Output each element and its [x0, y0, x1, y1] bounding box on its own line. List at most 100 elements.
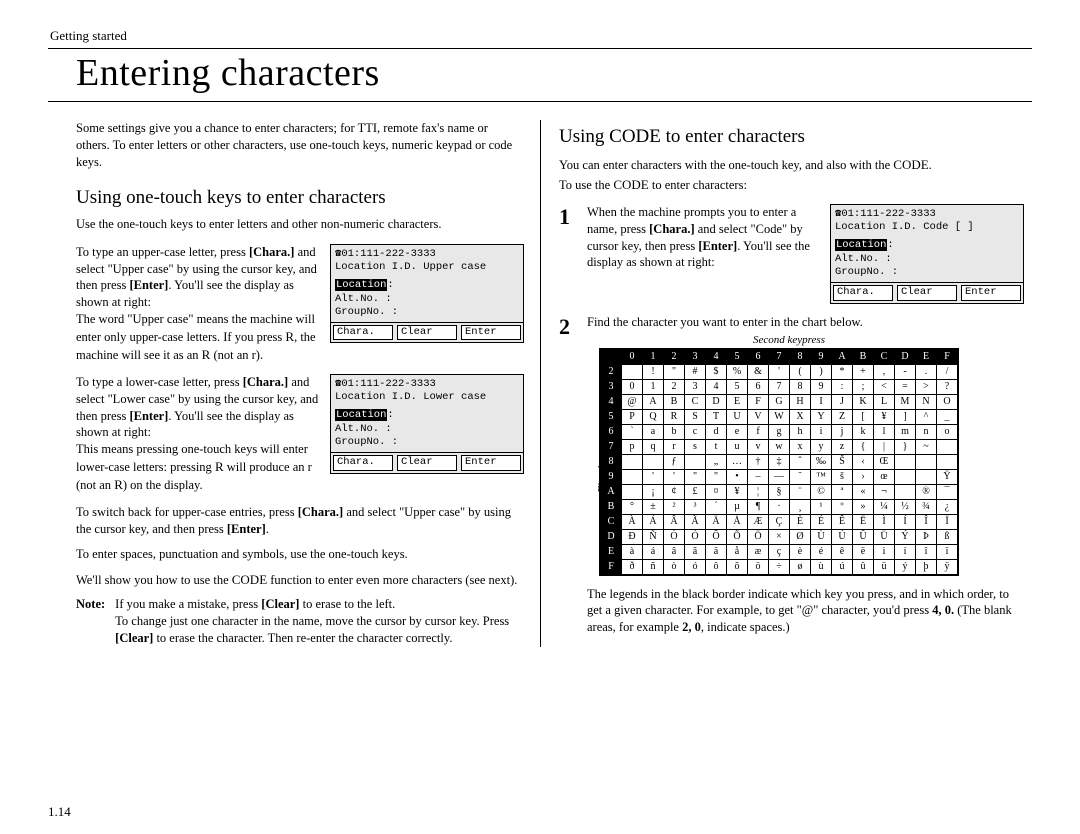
- code-cell: ¡: [643, 484, 664, 499]
- rs2a: To use the: [559, 178, 613, 192]
- code-cell: ª: [832, 484, 853, 499]
- lcd-l-l5: Alt.No. :: [335, 423, 519, 437]
- code-cell: å: [727, 544, 748, 559]
- code-cell: ¦: [748, 484, 769, 499]
- chara-b: [Chara.]: [249, 245, 294, 259]
- code-cell: †: [748, 454, 769, 469]
- lcd-l-l2: Location I.D. Lower case: [335, 391, 519, 405]
- row-upper: To type an upper-case letter, press [Cha…: [76, 244, 524, 364]
- note: Note: If you make a mistake, press [Clea…: [76, 596, 524, 647]
- code-cell: k: [853, 424, 874, 439]
- note-label: Note:: [76, 596, 105, 647]
- left-heading: Using one-touch keys to enter characters: [76, 187, 524, 209]
- code-cell: -: [895, 364, 916, 379]
- code-cell: [937, 439, 959, 454]
- lcd-c-l2: Location I.D. Code [ ]: [835, 221, 1019, 235]
- row-header: 5: [600, 409, 622, 424]
- lcd-btn-clear2[interactable]: Clear: [397, 455, 457, 471]
- code-cell: ø: [790, 559, 811, 575]
- lcd-btn-chara3[interactable]: Chara.: [833, 285, 893, 301]
- code-cell: {: [853, 439, 874, 454]
- code-cell: ë: [853, 544, 874, 559]
- code-cell: ‡: [769, 454, 790, 469]
- code-cell: z: [832, 439, 853, 454]
- code-cell: &: [748, 364, 769, 379]
- step1-text: When the machine prompts you to enter a …: [587, 204, 822, 304]
- code-cell: ¿: [937, 499, 959, 514]
- code-cell: ·: [769, 499, 790, 514]
- lcd-btn-clear3[interactable]: Clear: [897, 285, 957, 301]
- code-cell: Á: [643, 514, 664, 529]
- code-cell: ?: [937, 379, 959, 394]
- code-cell: 7: [769, 379, 790, 394]
- col-header: B: [853, 349, 874, 365]
- code-cell: Ã: [685, 514, 706, 529]
- lcd-btn-enter[interactable]: Enter: [461, 325, 521, 341]
- code-cell: ¾: [916, 499, 937, 514]
- code-cell: °: [622, 499, 643, 514]
- left-sub: Use the one-touch keys to enter letters …: [76, 217, 524, 232]
- n1a: If you make a mistake, press: [115, 597, 261, 611]
- code-cell: ˆ: [790, 454, 811, 469]
- code-cell: E: [727, 394, 748, 409]
- code-cell: œ: [874, 469, 895, 484]
- chara-b2: [Chara.]: [243, 375, 288, 389]
- code-cell: #: [685, 364, 706, 379]
- code-cell: K: [853, 394, 874, 409]
- p1a: To type an upper-case letter, press: [76, 245, 249, 259]
- code-table: 0123456789ABCDEF2!"#$%&'()*+,-./30123456…: [599, 348, 959, 576]
- lcd-btn-enter3[interactable]: Enter: [961, 285, 1021, 301]
- code-cell: c: [685, 424, 706, 439]
- code-cell: ^: [916, 409, 937, 424]
- axis-top: Second keypress: [753, 334, 825, 346]
- row-header: E: [600, 544, 622, 559]
- code-cell: ü: [874, 559, 895, 575]
- lcd-btn-clear[interactable]: Clear: [397, 325, 457, 341]
- code-cell: ò: [664, 559, 685, 575]
- code-cell: Æ: [748, 514, 769, 529]
- code-cell: 5: [727, 379, 748, 394]
- lcd-lower: ☎01:111-222-3333 Location I.D. Lower cas…: [330, 374, 524, 474]
- code-cell: a: [643, 424, 664, 439]
- code-cell: –: [748, 469, 769, 484]
- lcd-btn-chara2[interactable]: Chara.: [333, 455, 393, 471]
- r-sc: R: [285, 329, 294, 344]
- lcd-code: ☎01:111-222-3333 Location I.D. Code [ ] …: [830, 204, 1024, 304]
- col-header: F: [937, 349, 959, 365]
- after-chart: The legends in the black border indicate…: [587, 586, 1024, 637]
- step2-body: Find the character you want to enter in …: [587, 314, 1024, 331]
- code-cell: R: [664, 409, 685, 424]
- col-header: 4: [706, 349, 727, 365]
- code-cell: %: [727, 364, 748, 379]
- lcd-u-l6: GroupNo. :: [335, 306, 519, 320]
- code-cell: Ø: [790, 529, 811, 544]
- code-cell: ç: [769, 544, 790, 559]
- lcd-c-l1: ☎01:111-222-3333: [835, 208, 1019, 222]
- code-cell: ‹: [853, 454, 874, 469]
- lcd-btn-chara[interactable]: Chara.: [333, 325, 393, 341]
- code-cell: 3: [685, 379, 706, 394]
- code-cell: p: [622, 439, 643, 454]
- code-cell: [895, 469, 916, 484]
- col-header: C: [874, 349, 895, 365]
- code-cell: O: [937, 394, 959, 409]
- code-cell: [937, 454, 959, 469]
- code-cell: U: [727, 409, 748, 424]
- rsub1: You can enter characters with the one-to…: [559, 156, 1024, 174]
- code-cell: Ç: [769, 514, 790, 529]
- lcd-btn-enter2[interactable]: Enter: [461, 455, 521, 471]
- code-cell: Ð: [622, 529, 643, 544]
- code-cell: ý: [895, 559, 916, 575]
- code-cell: ¶: [748, 499, 769, 514]
- code-cell: h: [790, 424, 811, 439]
- code-cell: N: [916, 394, 937, 409]
- code-cell: ": [685, 469, 706, 484]
- code-cell: (: [790, 364, 811, 379]
- code-cell: à: [622, 544, 643, 559]
- code-cell: Ô: [706, 529, 727, 544]
- code-cell: e: [727, 424, 748, 439]
- code-cell: ¬: [874, 484, 895, 499]
- code-cell: ô: [706, 559, 727, 575]
- code-cell: ´: [706, 499, 727, 514]
- step1-body: When the machine prompts you to enter a …: [587, 204, 1024, 304]
